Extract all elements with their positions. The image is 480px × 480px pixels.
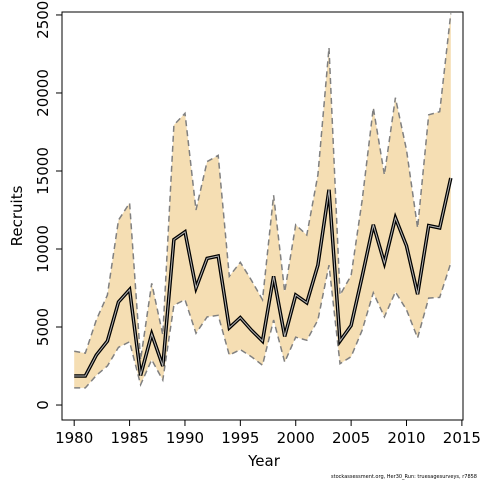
- y-tick-label: 15000: [34, 147, 52, 195]
- y-tick-label: 25000: [34, 0, 52, 39]
- x-axis-title: Year: [247, 452, 281, 470]
- estimate-line-inner: [74, 177, 452, 377]
- y-tick-label: 10000: [34, 225, 52, 273]
- y-axis-title: Recruits: [8, 185, 26, 246]
- y-tick-label: 20000: [34, 69, 52, 117]
- x-tick-label: 2010: [387, 429, 425, 447]
- upper-bound: [74, 13, 452, 360]
- x-tick-label: 1990: [166, 429, 204, 447]
- footer: stockassessment.org, Her30_Run: truesage…: [331, 474, 477, 480]
- plot-frame: [61, 11, 464, 421]
- x-tick-label: 2000: [277, 429, 315, 447]
- lower-bound: [74, 262, 452, 389]
- x-tick-label: 1995: [221, 429, 259, 447]
- x-tick-label: 2005: [332, 429, 370, 447]
- x-tick-label: 2015: [443, 429, 480, 447]
- y-tick-label: 5000: [34, 308, 52, 346]
- x-tick-label: 1980: [55, 429, 93, 447]
- x-tick-label: 1985: [110, 429, 148, 447]
- y-tick-label: 0: [34, 400, 52, 410]
